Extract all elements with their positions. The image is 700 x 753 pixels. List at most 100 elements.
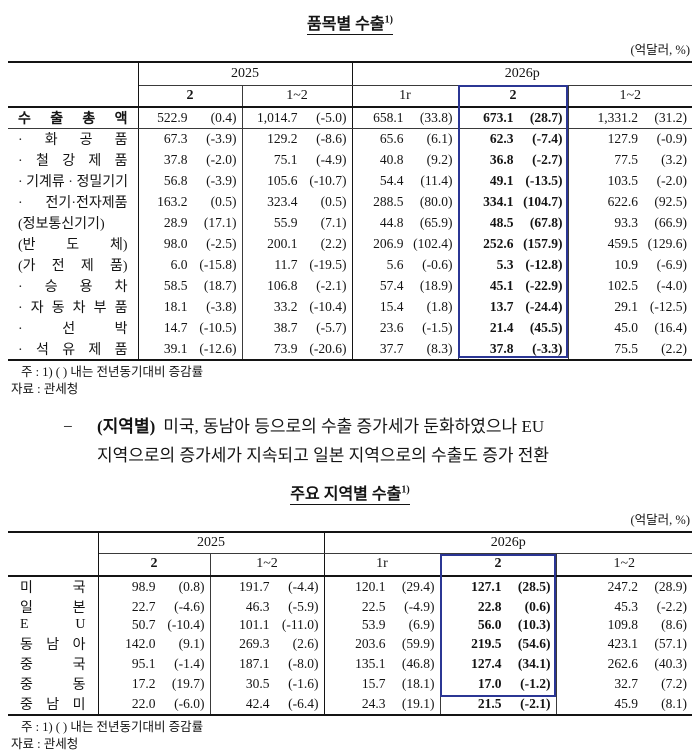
cell-2026-jan-rev: 23.6 (-1.5) [352, 317, 459, 339]
subheader-2026-jan-feb: 1~2 [556, 553, 693, 577]
cell-value: 77.5 [614, 152, 639, 167]
cell-value: 13.7 [489, 299, 514, 314]
cell-2025-jan-feb: 11.7 (-19.5) [242, 254, 353, 276]
cell-growth-rate: (18.7) [203, 278, 237, 293]
header-sub-row: 2 1~2 1r 2 1~2 [8, 553, 693, 577]
cell-2025-jan-feb: 106.8 (-2.1) [242, 275, 353, 297]
cell-growth-rate: (-2.0) [656, 173, 688, 188]
dash-bullet: − [63, 416, 73, 436]
cell-value: 673.1 [483, 110, 514, 125]
cell-2025-feb: 39.1 (-12.6) [138, 338, 243, 360]
cell-2026-feb-highlighted: 673.1 (28.7) [458, 107, 569, 129]
cell-2026-jan-rev: 44.8 (65.9) [352, 212, 459, 234]
cell-2026-jan-rev: 5.6 (-0.6) [352, 254, 459, 276]
cell-value: 11.7 [274, 257, 298, 272]
cell-2026-jan-feb: 102.5 (-4.0) [568, 276, 692, 297]
cell-growth-rate: (8.1) [661, 696, 688, 711]
cell-growth-rate: (-8.0) [288, 656, 319, 671]
cell-2026-jan-feb: 45.9 (8.1) [556, 694, 692, 715]
cell-2026-jan-feb: 45.3 (-2.2) [556, 597, 692, 617]
cell-growth-rate: (-10.4) [309, 299, 347, 314]
paragraph-bold-lead: (지역별) [97, 416, 156, 436]
cell-growth-rate: (1.8) [426, 299, 453, 314]
cell-2026-jan-feb: 622.6 (92.5) [568, 192, 692, 213]
cell-value: 54.4 [379, 173, 404, 188]
cell-value: 95.1 [131, 656, 156, 671]
cell-growth-rate: (65.9) [419, 215, 453, 230]
subheader-2025-jan-feb: 1~2 [242, 85, 353, 108]
cell-growth-rate: (54.6) [517, 636, 551, 651]
cell-growth-rate: (9.1) [178, 636, 205, 651]
cell-value: 21.4 [489, 320, 514, 335]
regions-export-table: 2025 2026p 2 1~2 1r 2 1~2 미 국 98.9 (0.8) … [8, 530, 693, 716]
cell-2025-feb: 50.7 (-10.4) [98, 616, 211, 634]
cell-growth-rate: (-0.9) [656, 131, 688, 147]
cell-value: 102.5 [607, 278, 639, 293]
cell-growth-rate: (0.5) [210, 194, 237, 209]
cell-growth-rate: (-4.9) [404, 598, 435, 614]
cell-value: 127.1 [471, 578, 502, 594]
cell-growth-rate: (-2.2) [656, 598, 688, 614]
regional-summary-paragraph: − (지역별) 미국, 동남아 등으로의 수출 증가세가 둔화하였으나 EU 지역… [8, 412, 692, 470]
table1-unit-label: (억달러, %) [630, 43, 691, 57]
cell-value: 98.0 [163, 236, 188, 251]
cell-2026-feb-highlighted: 21.4 (45.5) [458, 317, 569, 339]
table2-wrapper: 2025 2026p 2 1~2 1r 2 1~2 미 국 98.9 (0.8) … [8, 530, 693, 716]
cell-value: 30.5 [245, 676, 270, 691]
cell-2025-feb: 18.1 (-3.8) [138, 296, 243, 318]
table-row: · 전기·전자제품 163.2 (0.5) 323.4 (0.5) 288.5 (80… [8, 191, 692, 213]
cell-2026-feb-highlighted: 13.7 (-24.4) [458, 296, 569, 318]
cell-growth-rate: (2.2) [320, 236, 347, 251]
cell-growth-rate: (46.8) [401, 656, 435, 671]
table-row: · 철 강 제 품 37.8 (-2.0) 75.1 (-4.9) 40.8 (9.2… [8, 149, 692, 171]
row-label: 중 국 [8, 654, 99, 674]
row-label: · 승 용 차 [8, 275, 139, 297]
header-group-row: 2025 2026p [8, 531, 693, 577]
table-row: · 자 동 차 부 품 18.1 (-3.8) 33.2 (-10.4) 15.4 (… [8, 296, 692, 318]
footnote: 주 : 1) ( ) 내는 전년동기대비 증감률 [21, 720, 204, 734]
subheader-2026-feb: 2 [458, 85, 569, 108]
table-row: 중 남 미 22.0 (-6.0) 42.4 (-6.4) 24.3 (19.1) 2… [8, 694, 692, 715]
cell-growth-rate: (-12.8) [525, 257, 563, 272]
cell-growth-rate: (-3.9) [206, 131, 237, 147]
cell-2026-jan-rev: 15.7 (18.1) [324, 674, 441, 694]
cell-growth-rate: (-10.7) [309, 173, 347, 188]
cell-2026-jan-rev: 37.7 (8.3) [352, 338, 459, 360]
cell-2025-jan-feb: 73.9 (-20.6) [242, 338, 353, 360]
cell-2025-feb: 67.3 (-3.9) [138, 128, 243, 150]
cell-2026-jan-feb: 45.0 (16.4) [568, 318, 692, 339]
row-label: · 자 동 차 부 품 [8, 296, 139, 318]
cell-growth-rate: (28.7) [529, 110, 563, 125]
cell-value: 423.1 [607, 636, 639, 651]
cell-2025-feb: 98.9 (0.8) [98, 575, 211, 597]
cell-2026-feb-highlighted: 49.1 (-13.5) [458, 170, 569, 192]
cell-growth-rate: (-3.9) [206, 173, 237, 188]
table1-title: 품목별 수출1) [8, 10, 692, 35]
cell-value: 269.3 [239, 636, 270, 651]
cell-value: 22.8 [477, 598, 502, 614]
table-row: 일 본 22.7 (-4.6) 46.3 (-5.9) 22.5 (-4.9) 22.… [8, 596, 692, 617]
cell-growth-rate: (104.7) [523, 194, 563, 209]
row-label: · 석 유 제 품 [8, 338, 139, 360]
row-label: · 화 공 품 [8, 128, 139, 150]
cell-value: 39.1 [163, 340, 188, 356]
cell-growth-rate: (33.8) [419, 110, 453, 125]
table2-title-text: 주요 지역별 수출 [290, 485, 402, 503]
cell-growth-rate: (31.2) [654, 110, 688, 125]
table-row: (반 도 체) 98.0 (-2.5) 200.1 (2.2) 206.9 (102.… [8, 233, 692, 255]
cell-2025-jan-feb: 129.2 (-8.6) [242, 128, 353, 150]
cell-growth-rate: (-1.6) [288, 676, 319, 691]
cell-2026-feb-highlighted: 36.8 (-2.7) [458, 149, 569, 171]
cell-value: 50.7 [131, 617, 156, 633]
cell-value: 45.1 [489, 278, 514, 293]
table-row: 중 동 17.2 (19.7) 30.5 (-1.6) 15.7 (18.1) 17.… [8, 674, 692, 694]
cell-value: 22.7 [131, 598, 156, 614]
cell-value: 120.1 [355, 578, 386, 594]
cell-growth-rate: (80.0) [419, 194, 453, 209]
cell-value: 288.5 [373, 194, 404, 209]
row-label: 일 본 [8, 596, 99, 617]
cell-value: 38.7 [273, 320, 298, 335]
cell-growth-rate: (59.9) [401, 636, 435, 651]
cell-value: 37.7 [379, 340, 404, 356]
cell-growth-rate: (-6.9) [656, 257, 688, 272]
